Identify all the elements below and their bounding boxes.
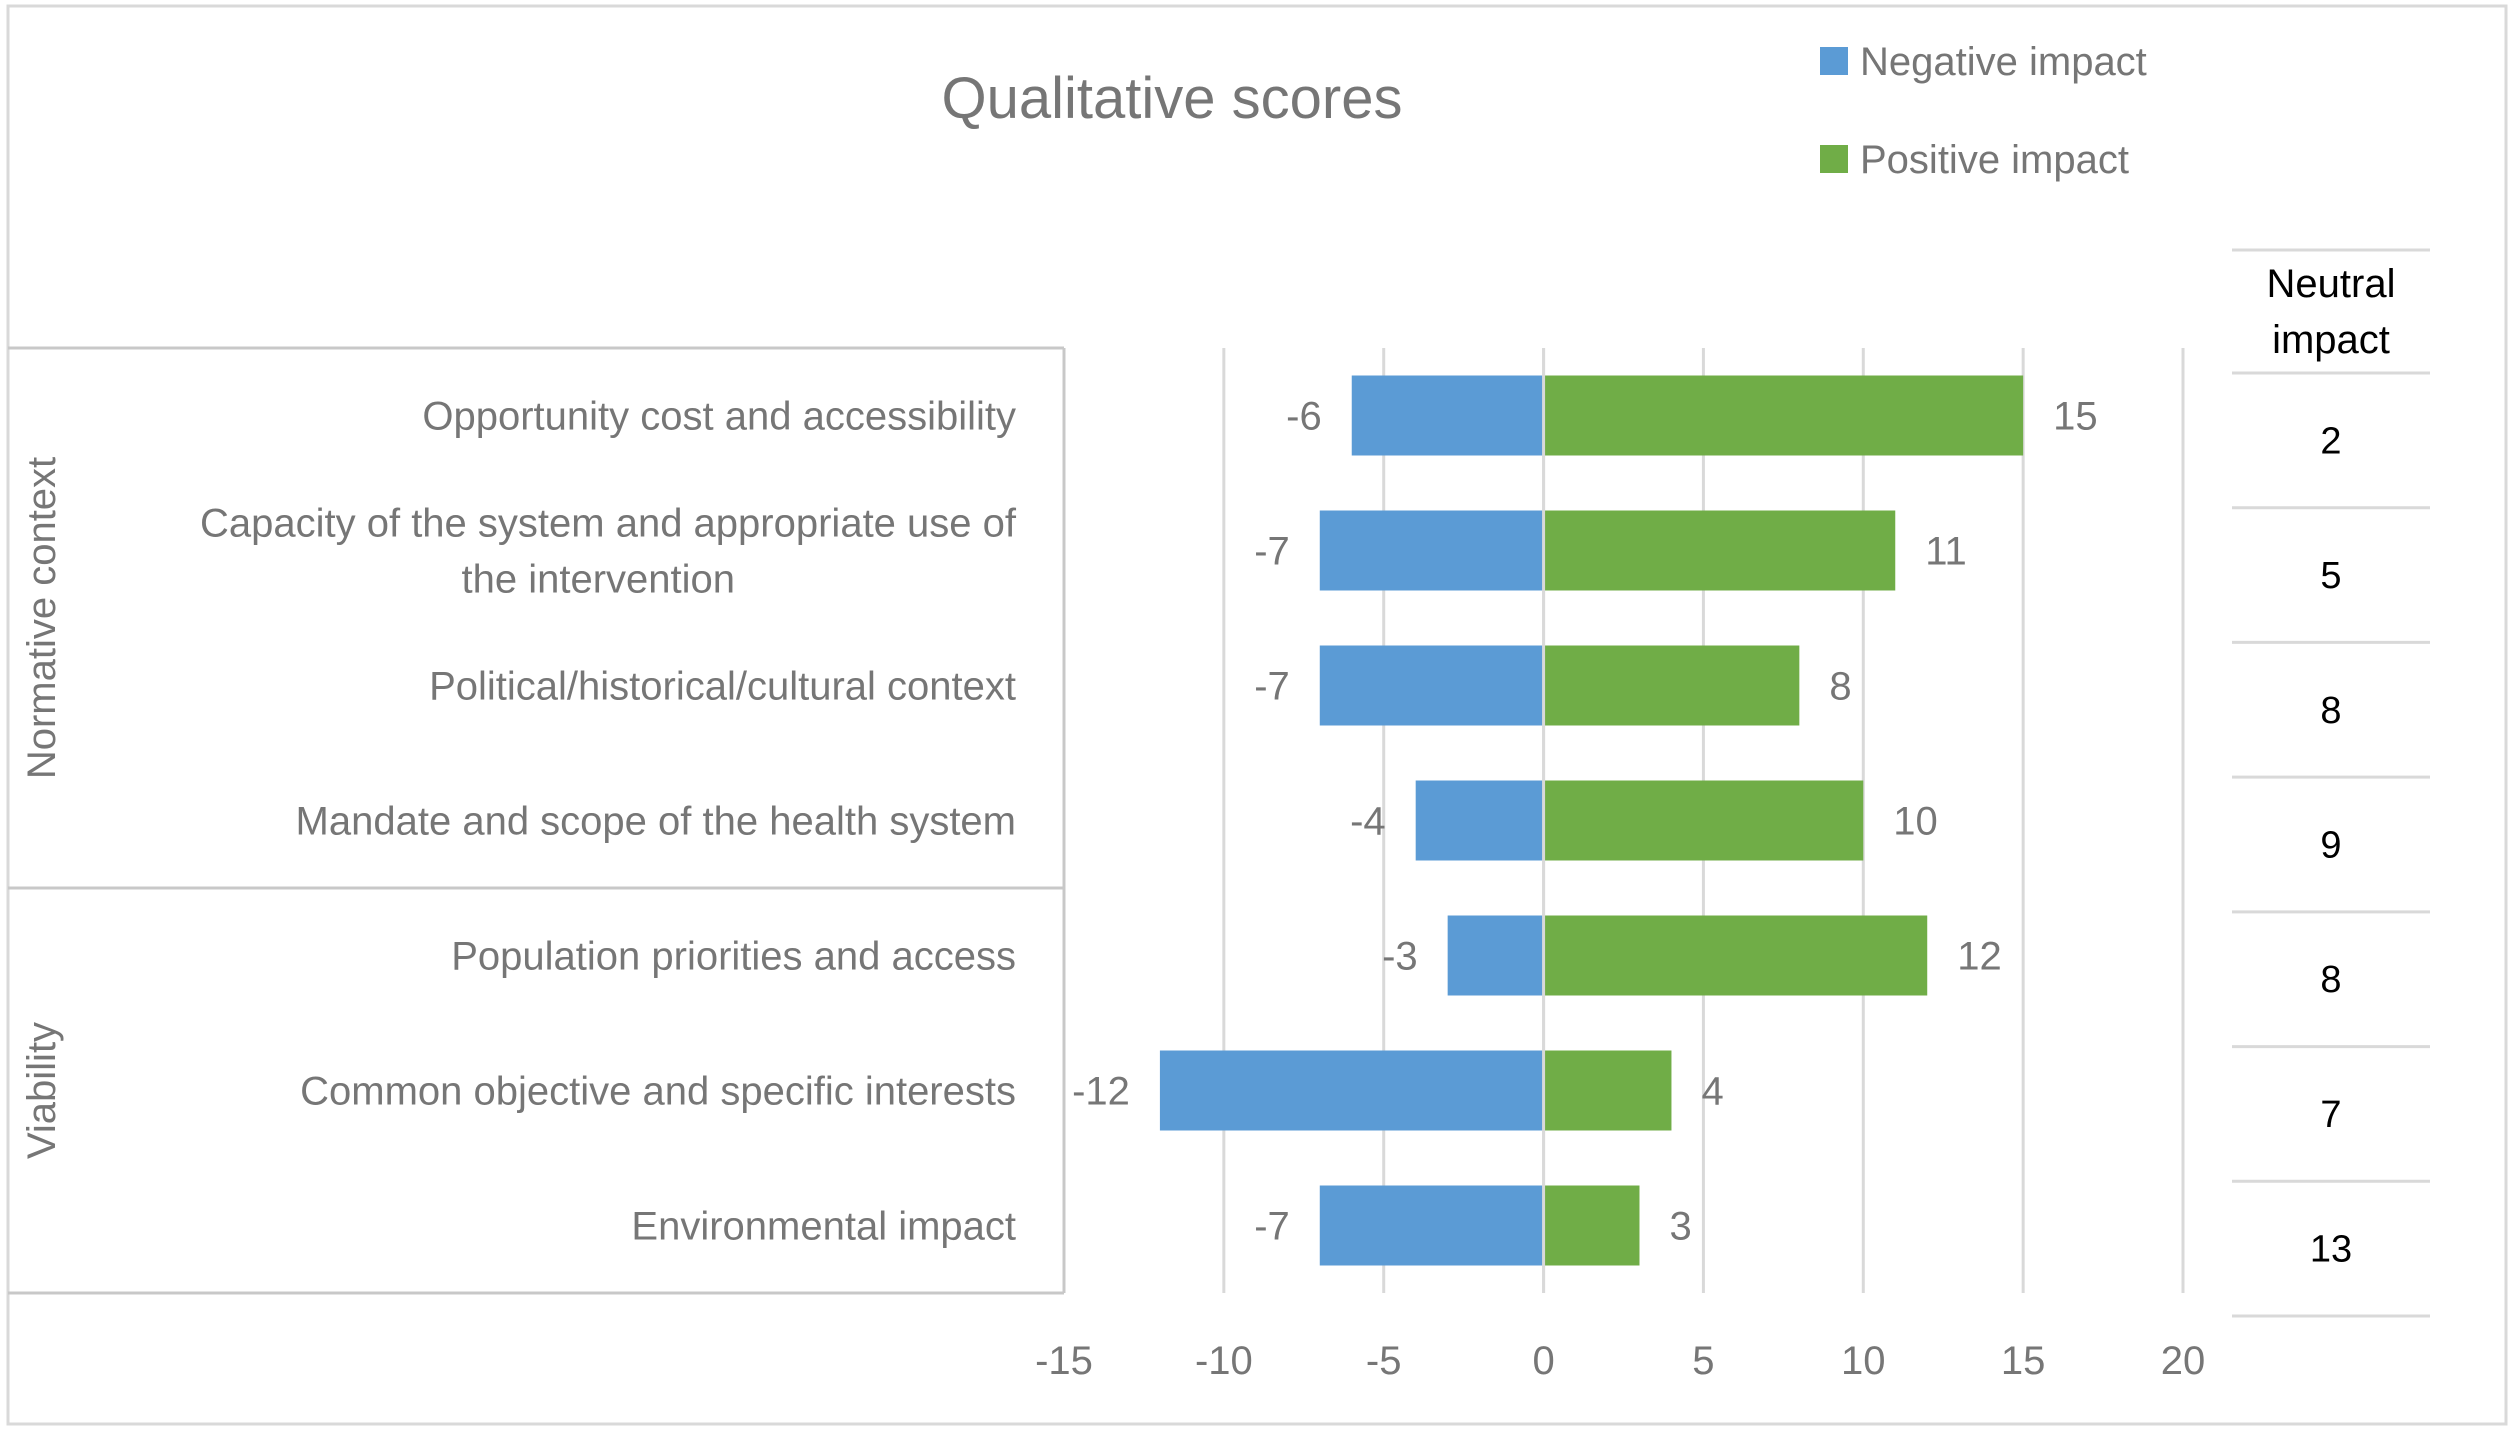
chart-title: Qualitative scores: [942, 66, 1403, 131]
negative-impact-bar: [1319, 510, 1544, 591]
negative-data-label: -7: [1254, 1205, 1290, 1249]
category-frame: [8, 346, 1066, 1295]
negative-impact-bar: [1415, 780, 1544, 861]
positive-data-label: 4: [1701, 1070, 1723, 1114]
category-label: Political/historical/cultural context: [429, 665, 1016, 709]
negative-impact-bar: [1447, 915, 1544, 996]
category-label: Mandate and scope of the health system: [296, 800, 1016, 844]
positive-impact-bar: [1543, 1185, 1640, 1266]
legend-label: Negative impact: [1860, 40, 2147, 84]
x-tick-label: 15: [2001, 1339, 2046, 1383]
positive-data-label: 11: [1925, 530, 1967, 574]
positive-data-label: 10: [1893, 800, 1938, 844]
category-label: Environmental impact: [631, 1205, 1016, 1249]
category-label: Population priorities and access: [451, 935, 1016, 979]
negative-data-label: -4: [1350, 800, 1386, 844]
x-tick-label: 0: [1532, 1339, 1554, 1383]
neutral-impact-value: 5: [2320, 555, 2341, 597]
neutral-impact-value: 8: [2320, 959, 2341, 1001]
negative-data-label: -3: [1382, 935, 1418, 979]
positive-impact-bar: [1543, 510, 1896, 591]
positive-data-label: 15: [2053, 395, 2098, 439]
positive-data-label: 3: [1669, 1205, 1691, 1249]
positive-data-label: 8: [1829, 665, 1851, 709]
negative-impact-bar: [1319, 645, 1544, 726]
neutral-impact-value: 8: [2320, 690, 2341, 732]
x-tick-label: -15: [1035, 1339, 1093, 1383]
x-tick-label: -10: [1195, 1339, 1253, 1383]
positive-data-label: 12: [1957, 935, 2002, 979]
bars: [1159, 348, 2024, 1293]
neutral-impact-table: Neutral impact 2 5 8 9 8 7 13: [2232, 248, 2430, 1318]
neutral-table-header: impact: [2272, 318, 2390, 362]
negative-data-label: -7: [1254, 665, 1290, 709]
negative-impact-bar: [1319, 1185, 1544, 1266]
category-label: the intervention: [461, 558, 735, 602]
positive-impact-bar: [1543, 645, 1800, 726]
x-tick-label: 10: [1841, 1339, 1886, 1383]
neutral-impact-value: 2: [2320, 420, 2341, 462]
neutral-impact-value: 7: [2320, 1094, 2341, 1136]
group-label: Viability: [20, 1022, 64, 1159]
chart-border: [6, 4, 2508, 1426]
legend-swatch: [1820, 145, 1848, 173]
positive-impact-bar: [1543, 375, 2024, 456]
x-tick-label: -5: [1366, 1339, 1402, 1383]
group-label: Normative context: [20, 457, 64, 779]
labels: -15 -10 -5 0 5 10 15 20 Normative context Viabili…: [20, 395, 2205, 1384]
negative-impact-bar: [1351, 375, 1544, 456]
neutral-table-header: Neutral: [2267, 262, 2396, 306]
negative-data-label: -7: [1254, 530, 1290, 574]
negative-data-label: -12: [1072, 1070, 1130, 1114]
category-label: Common objective and specific interests: [300, 1070, 1016, 1114]
category-label: Opportunity cost and accessibility: [422, 395, 1016, 439]
negative-data-label: -6: [1286, 395, 1322, 439]
legend-label: Positive impact: [1860, 138, 2129, 182]
legend: Negative impact Positive impact: [1820, 40, 2147, 182]
neutral-impact-value: 9: [2320, 825, 2341, 867]
negative-impact-bar: [1159, 1050, 1544, 1131]
category-label: Capacity of the system and appropriate u…: [200, 502, 1017, 546]
positive-impact-bar: [1543, 915, 1928, 996]
positive-impact-bar: [1543, 1050, 1672, 1131]
legend-swatch: [1820, 47, 1848, 75]
x-tick-label: 5: [1692, 1339, 1714, 1383]
x-tick-label: 20: [2161, 1339, 2206, 1383]
positive-impact-bar: [1543, 780, 1864, 861]
neutral-impact-value: 13: [2310, 1229, 2352, 1271]
